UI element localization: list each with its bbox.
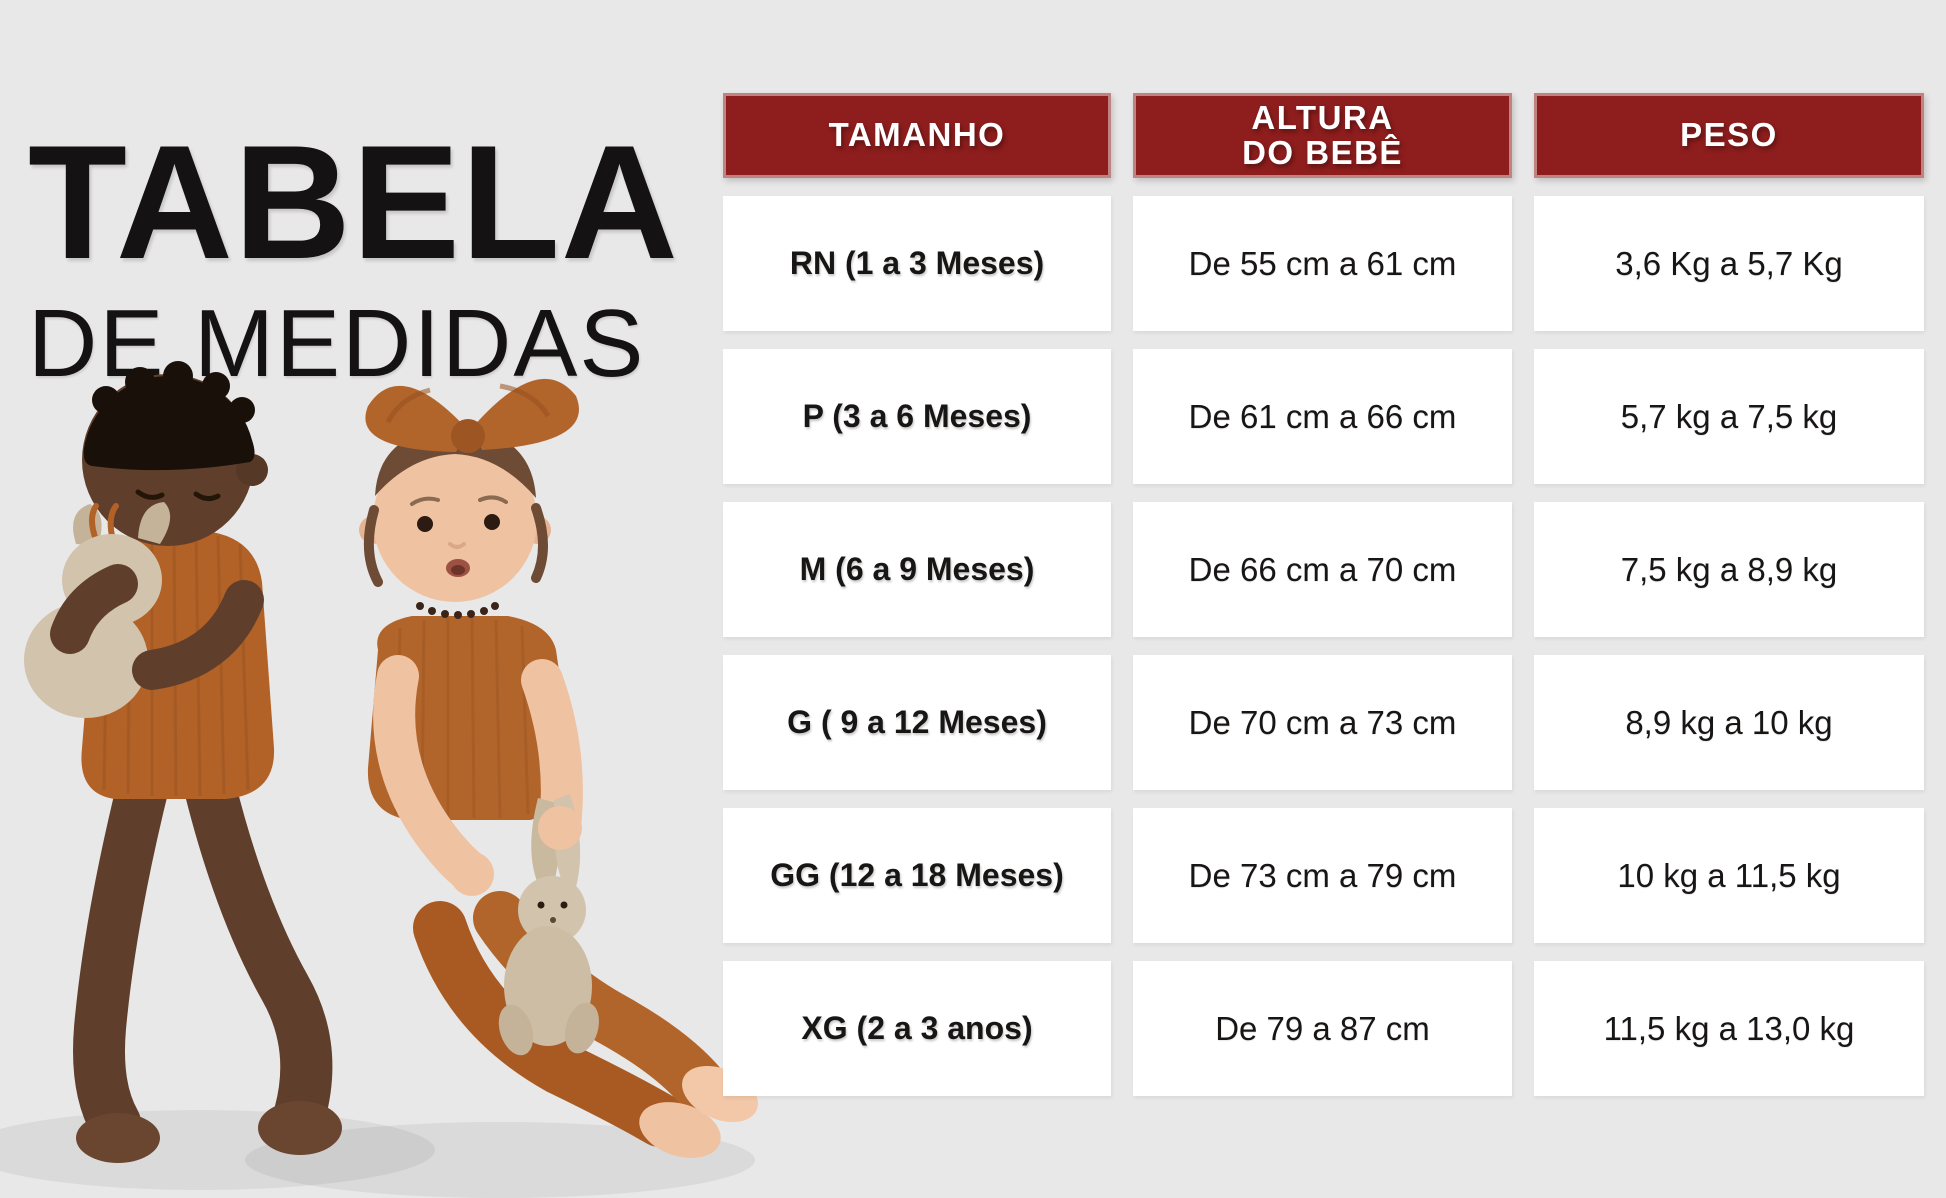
column-header-altura: ALTURA DO BEBÊ bbox=[1133, 93, 1512, 178]
header-line: TAMANHO bbox=[828, 116, 1006, 154]
cell-weight-xg: 11,5 kg a 13,0 kg bbox=[1534, 961, 1924, 1096]
baby-boy-figure bbox=[24, 361, 342, 1163]
cell-height-g: De 70 cm a 73 cm bbox=[1133, 655, 1512, 790]
cell-size-gg: GG (12 a 18 Meses) bbox=[723, 808, 1111, 943]
cell-size-rn: RN (1 a 3 Meses) bbox=[723, 196, 1111, 331]
column-header-tamanho: TAMANHO bbox=[723, 93, 1111, 178]
cell-height-rn: De 55 cm a 61 cm bbox=[1133, 196, 1512, 331]
cell-size-xg: XG (2 a 3 anos) bbox=[723, 961, 1111, 1096]
cell-height-p: De 61 cm a 66 cm bbox=[1133, 349, 1512, 484]
column-header-peso: PESO bbox=[1534, 93, 1924, 178]
header-line: DO BEBÊ bbox=[1242, 133, 1403, 171]
babies-photo bbox=[0, 361, 758, 1198]
cell-height-gg: De 73 cm a 79 cm bbox=[1133, 808, 1512, 943]
plush-bunny bbox=[498, 794, 599, 1056]
page-title-line1: TABELA bbox=[28, 112, 679, 293]
cell-weight-p: 5,7 kg a 7,5 kg bbox=[1534, 349, 1924, 484]
cell-size-p: P (3 a 6 Meses) bbox=[723, 349, 1111, 484]
header-line: PESO bbox=[1680, 116, 1778, 154]
cell-size-m: M (6 a 9 Meses) bbox=[723, 502, 1111, 637]
baby-girl-figure bbox=[359, 378, 758, 1158]
hair-bow bbox=[365, 378, 579, 453]
header-line: ALTURA bbox=[1251, 99, 1394, 137]
size-table: TAMANHO ALTURA DO BEBÊ PESO RN (1 a 3 Me… bbox=[723, 93, 1924, 1096]
cell-weight-m: 7,5 kg a 8,9 kg bbox=[1534, 502, 1924, 637]
page-title: TABELA DE MEDIDAS bbox=[28, 122, 679, 392]
cell-size-g: G ( 9 a 12 Meses) bbox=[723, 655, 1111, 790]
cell-weight-rn: 3,6 Kg a 5,7 Kg bbox=[1534, 196, 1924, 331]
cell-weight-g: 8,9 kg a 10 kg bbox=[1534, 655, 1924, 790]
cell-height-m: De 66 cm a 70 cm bbox=[1133, 502, 1512, 637]
cell-height-xg: De 79 a 87 cm bbox=[1133, 961, 1512, 1096]
cell-weight-gg: 10 kg a 11,5 kg bbox=[1534, 808, 1924, 943]
